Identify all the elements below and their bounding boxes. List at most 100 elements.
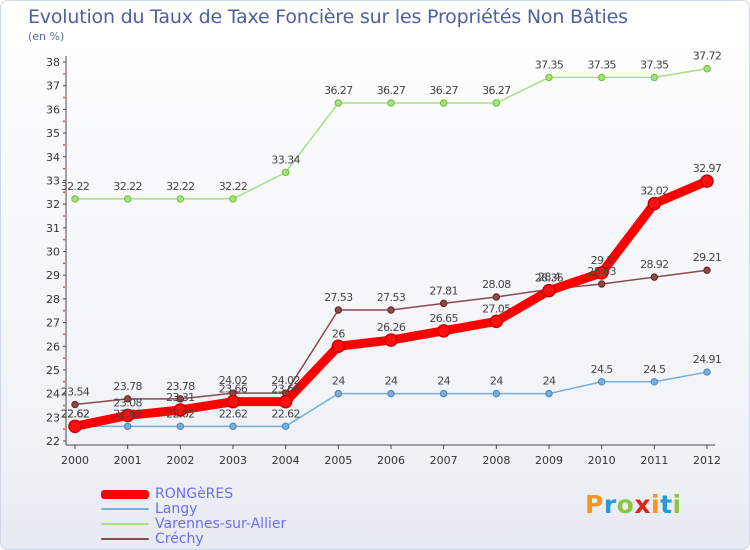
data-label: 24.02 — [271, 374, 300, 387]
x-tick-label: 2010 — [588, 454, 616, 467]
logo-letter: i — [651, 490, 661, 519]
data-point — [176, 195, 185, 203]
y-tick-label: 34 — [46, 151, 60, 164]
y-minor-tick — [63, 72, 65, 75]
data-point — [650, 73, 659, 82]
x-tick-label: 2009 — [535, 454, 563, 467]
data-label: 28.4 — [538, 270, 561, 283]
data-point — [703, 368, 711, 376]
data-point — [387, 306, 395, 314]
data-label: 23.31 — [166, 391, 195, 404]
data-point — [703, 266, 711, 274]
data-label: 26.65 — [429, 312, 458, 325]
data-point — [71, 400, 79, 409]
proxiti-logo: Proxiti — [585, 490, 682, 519]
data-point — [120, 408, 135, 423]
y-tick-label: 31 — [46, 222, 60, 235]
data-point — [492, 293, 501, 301]
data-point — [229, 422, 237, 431]
data-label: 23.08 — [113, 396, 142, 409]
y-axis-unit: (en %) — [28, 30, 65, 43]
y-minor-tick — [63, 357, 65, 359]
y-tick-label: 38 — [46, 56, 60, 69]
data-label: 24.91 — [693, 353, 722, 366]
data-label: 37.35 — [587, 58, 616, 71]
y-minor-tick — [63, 286, 65, 288]
data-label: 24 — [490, 375, 503, 388]
data-point — [439, 299, 448, 308]
data-label: 32.22 — [166, 180, 195, 193]
data-label: 36.27 — [482, 84, 511, 97]
y-tick-label: 27 — [46, 317, 60, 330]
y-tick-label: 23 — [46, 411, 60, 424]
data-point — [278, 394, 293, 409]
x-tick-label: 2000 — [61, 454, 89, 467]
data-label: 24 — [332, 375, 345, 388]
legend-label: Langy — [155, 501, 198, 517]
legend-swatch — [101, 538, 149, 540]
data-label: 28.08 — [482, 278, 511, 291]
x-tick-label: 2004 — [272, 454, 300, 467]
y-minor-tick — [63, 96, 65, 99]
data-label: 32.22 — [61, 180, 90, 193]
data-point — [650, 273, 659, 281]
x-tick-label: 2007 — [430, 454, 458, 467]
y-tick-label: 24 — [46, 388, 60, 401]
data-point — [123, 195, 132, 203]
legend-label: Varennes-sur-Allier — [155, 516, 287, 532]
data-point — [542, 283, 556, 298]
y-minor-tick — [63, 120, 65, 123]
data-label: 36.27 — [377, 84, 406, 97]
y-tick-label: 28 — [46, 293, 60, 306]
data-label: 36.27 — [324, 84, 353, 97]
data-label: 32.22 — [219, 180, 248, 193]
data-label: 23.78 — [113, 380, 142, 393]
data-label: 33.34 — [271, 153, 300, 166]
y-minor-tick — [63, 309, 65, 312]
data-label: 37.35 — [640, 58, 669, 71]
data-label: 22.62 — [61, 407, 90, 420]
data-point — [173, 403, 188, 417]
data-point — [700, 174, 714, 188]
data-label: 37.72 — [693, 50, 722, 63]
data-point — [647, 196, 662, 211]
data-point — [176, 395, 185, 403]
legend-item-langy: Langy — [101, 501, 197, 517]
y-minor-tick — [63, 262, 65, 265]
legend-swatch — [101, 489, 149, 499]
data-label: 29.1 — [591, 254, 613, 267]
data-label: 28.92 — [640, 258, 669, 271]
data-point — [68, 419, 82, 434]
data-point — [229, 195, 237, 203]
data-label: 29.21 — [693, 251, 722, 264]
data-label: 37.35 — [535, 58, 564, 71]
data-point — [545, 73, 553, 82]
logo-letter: i — [672, 490, 682, 519]
data-label: 23.66 — [271, 383, 300, 396]
data-point — [71, 195, 79, 203]
y-tick-label: 36 — [46, 103, 60, 116]
legend-item-rongeres: RONGèRES — [101, 486, 233, 502]
x-tick-label: 2006 — [377, 454, 405, 467]
data-point — [334, 389, 343, 398]
y-minor-tick — [63, 333, 65, 336]
data-point — [492, 389, 501, 398]
data-label: 27.53 — [377, 291, 406, 304]
y-minor-tick — [63, 144, 65, 146]
data-point — [176, 422, 185, 431]
data-label: 26.26 — [377, 321, 406, 334]
legend-item-crechy: Créchy — [101, 531, 204, 547]
data-point — [439, 389, 448, 398]
data-point — [387, 389, 395, 398]
y-minor-tick — [63, 191, 65, 194]
y-minor-tick — [63, 428, 65, 431]
y-tick-label: 26 — [46, 340, 60, 353]
y-tick-label: 30 — [46, 246, 60, 259]
data-label: 22.62 — [219, 407, 248, 420]
data-point — [597, 280, 606, 288]
y-tick-label: 29 — [46, 269, 60, 282]
logo-letter: x — [634, 490, 651, 519]
data-point — [650, 378, 659, 386]
data-point — [384, 333, 398, 347]
